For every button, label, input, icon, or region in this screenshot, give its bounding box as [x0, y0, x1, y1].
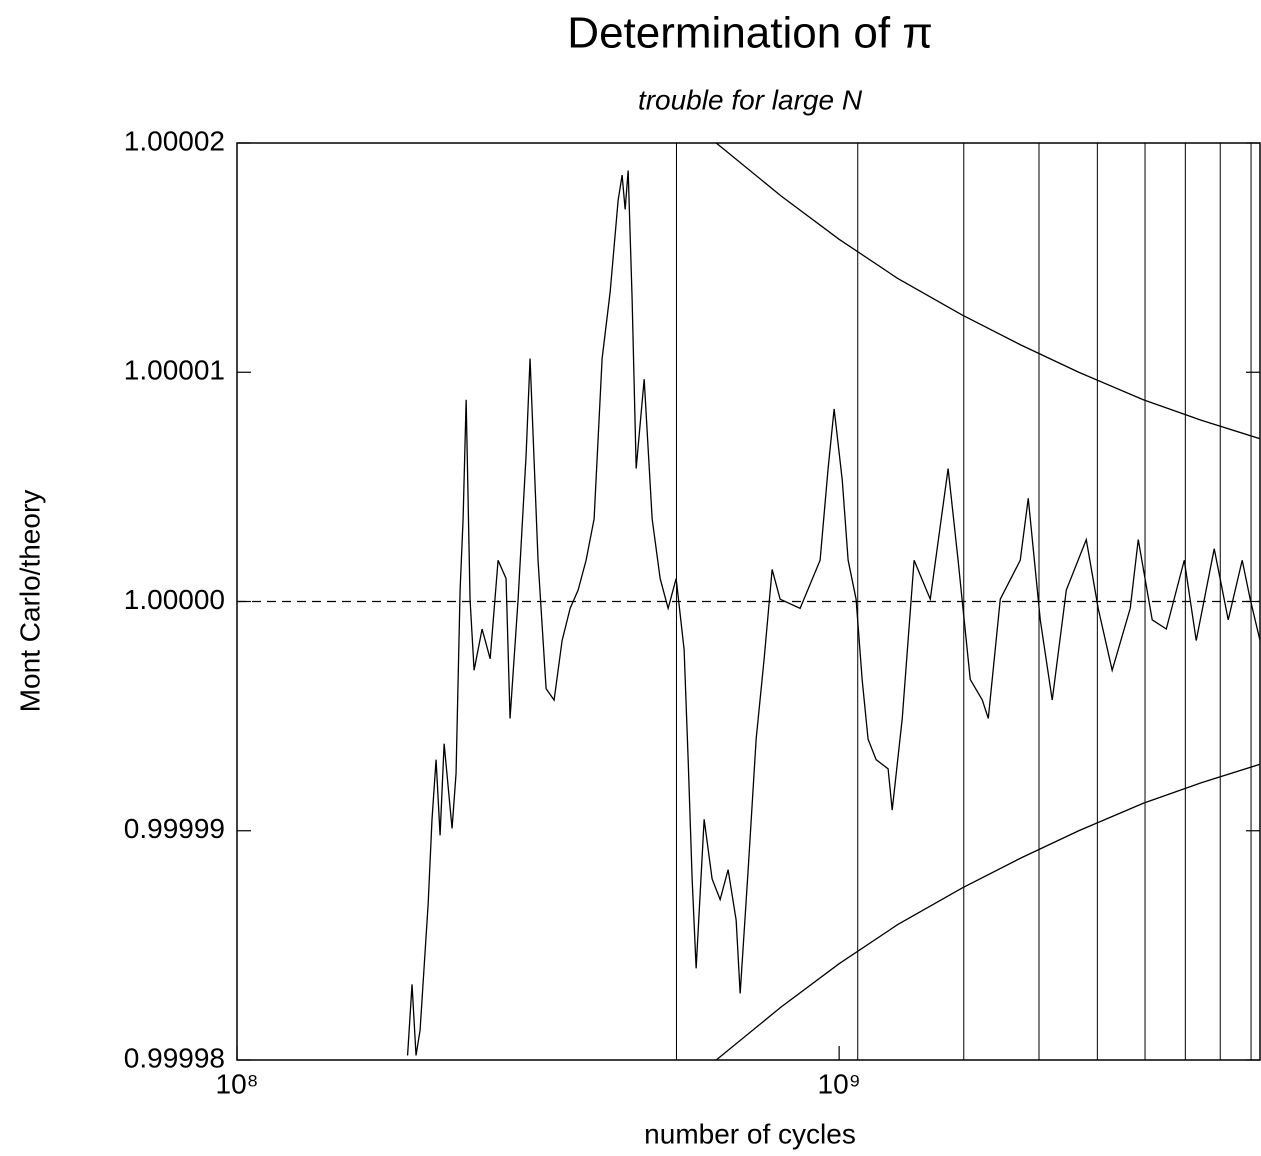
chart-title: Determination of π	[567, 9, 932, 58]
data-line	[715, 763, 1260, 1060]
x-tick-label: 10⁹	[818, 1068, 861, 1099]
x-tick-label: 10⁸	[216, 1068, 259, 1099]
y-tick-label: 0.99998	[124, 1042, 225, 1073]
y-tick-label: 1.00002	[124, 125, 225, 156]
plot-frame	[236, 142, 1261, 1061]
data-line	[715, 143, 1260, 440]
data-line	[406, 170, 1260, 1056]
y-tick-label: 1.00000	[124, 584, 225, 615]
x-axis-label: number of cycles	[644, 1118, 856, 1149]
y-tick-label: 1.00001	[124, 355, 225, 386]
chart-subtitle: trouble for large N	[638, 84, 863, 115]
y-axis-label: Mont Carlo/theory	[14, 490, 45, 713]
y-tick-label: 0.99999	[124, 813, 225, 844]
